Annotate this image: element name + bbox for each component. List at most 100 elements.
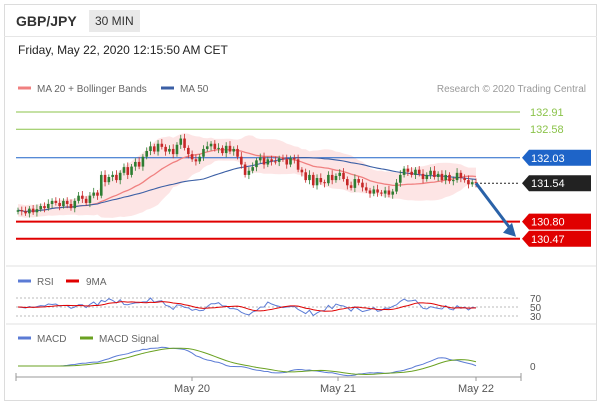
ma50-line xyxy=(17,157,477,213)
candle-body xyxy=(84,198,88,203)
candle-body xyxy=(334,175,338,181)
timeframe-badge[interactable]: 30 MIN xyxy=(89,10,140,32)
macd-signal-legend-label: MACD Signal xyxy=(99,334,159,345)
candle-body xyxy=(103,174,107,183)
candle-body xyxy=(429,170,432,175)
support-level-label: 130.80 xyxy=(531,217,565,229)
resistance-level-label: 132.58 xyxy=(530,124,564,136)
candle-body xyxy=(304,172,307,181)
candle-body xyxy=(300,169,304,173)
candle-body xyxy=(308,174,311,181)
currency-pair: GBP/JPY xyxy=(16,13,77,29)
candle-body xyxy=(236,148,239,157)
candle-body xyxy=(43,206,46,209)
candle-body xyxy=(361,182,364,188)
candle-body xyxy=(376,189,379,193)
candle-body xyxy=(410,171,413,175)
resistance-level-label: 132.91 xyxy=(530,107,564,119)
candle-body xyxy=(327,174,330,184)
candle-body xyxy=(285,159,289,165)
candle-body xyxy=(463,178,466,181)
candle-body xyxy=(164,146,167,152)
candle-body xyxy=(323,182,326,184)
candle-body xyxy=(175,144,179,155)
ma9-legend-label: 9MA xyxy=(86,277,107,288)
x-axis-ticks: May 20 May 21 May 22 xyxy=(15,373,522,395)
candle-body xyxy=(293,158,296,160)
forecast-arrow-head xyxy=(503,222,516,237)
candle-body xyxy=(107,176,111,183)
candle-body xyxy=(160,143,164,147)
candle-body xyxy=(65,200,69,204)
support-level-label: 130.47 xyxy=(531,234,565,246)
candle-body xyxy=(289,158,292,165)
support-level-tag xyxy=(522,230,591,247)
candle-body xyxy=(455,172,459,181)
candle-body xyxy=(24,211,27,214)
candle-body xyxy=(16,210,20,212)
candle-body xyxy=(202,148,205,157)
candle-body xyxy=(247,170,251,175)
candle-body xyxy=(364,187,368,191)
candle-body xyxy=(115,174,118,181)
candle-body xyxy=(96,192,99,196)
ma20-legend-label: MA 20 + Bollinger Bands xyxy=(37,84,147,95)
candle-body xyxy=(92,192,96,196)
candle-body xyxy=(417,169,421,174)
candle-body xyxy=(349,185,353,188)
candle-body xyxy=(137,161,141,167)
candle-body xyxy=(183,138,186,148)
candle-body xyxy=(77,195,80,201)
candle-body xyxy=(258,157,262,161)
candle-body xyxy=(213,143,217,149)
candle-body xyxy=(69,203,73,209)
candle-body xyxy=(270,159,273,162)
candle-body xyxy=(357,179,360,183)
candle-body xyxy=(209,143,213,147)
candle-body xyxy=(255,160,258,168)
candle-body xyxy=(315,178,319,186)
candle-body xyxy=(81,195,84,199)
candle-body xyxy=(50,200,54,204)
candle-body xyxy=(31,208,35,213)
candle-body xyxy=(406,168,410,172)
candle-body xyxy=(451,180,455,182)
candle-body xyxy=(168,148,171,152)
candle-body xyxy=(141,156,145,167)
candle-body xyxy=(474,182,478,184)
candle-body xyxy=(28,208,31,214)
candle-body xyxy=(281,158,285,160)
candle-body xyxy=(99,174,103,196)
candle-body xyxy=(251,167,254,171)
candle-body xyxy=(179,138,183,145)
bollinger-band-area xyxy=(18,133,476,218)
bollinger-band xyxy=(18,133,476,218)
rsi-level-label: 30 xyxy=(530,312,542,323)
candle-body xyxy=(425,174,429,180)
pivot-level-tag xyxy=(522,149,591,166)
candle-body xyxy=(187,147,190,155)
candle-body xyxy=(190,154,194,160)
candle-body xyxy=(421,173,425,180)
ma50-legend-label: MA 50 xyxy=(180,84,209,95)
candle-body xyxy=(130,166,133,175)
macd-legend-label: MACD xyxy=(37,334,66,345)
forecast-arrow-shaft xyxy=(474,182,514,232)
x-axis-tick-label: May 22 xyxy=(458,383,494,395)
candle-body xyxy=(414,169,417,175)
candle-body xyxy=(134,161,137,167)
credit-text: Research © 2020 Trading Central xyxy=(437,84,586,95)
macd-signal-line xyxy=(18,347,477,375)
candle-body xyxy=(470,182,474,185)
rsi-line xyxy=(17,297,477,317)
candle-body xyxy=(88,195,92,203)
candle-body xyxy=(243,164,247,175)
candle-body xyxy=(62,200,65,207)
candle-body xyxy=(171,148,175,155)
macd-line xyxy=(18,346,477,377)
x-axis-tick-label: May 20 xyxy=(174,383,210,395)
candle-body xyxy=(353,179,357,188)
rsi-level-label: 70 xyxy=(530,294,542,305)
